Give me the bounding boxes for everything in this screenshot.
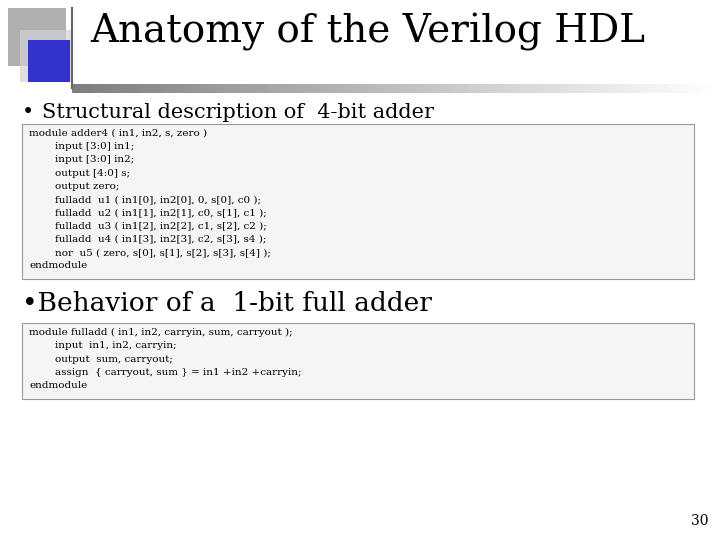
Text: assign  { carryout, sum } = in1 +in2 +carryin;: assign { carryout, sum } = in1 +in2 +car… (29, 368, 302, 377)
Text: module adder4 ( in1, in2, s, zero ): module adder4 ( in1, in2, s, zero ) (29, 129, 207, 138)
Text: input [3:0] in1;: input [3:0] in1; (29, 142, 134, 151)
Text: fulladd  u4 ( in1[3], in2[3], c2, s[3], s4 );: fulladd u4 ( in1[3], in2[3], c2, s[3], s… (29, 234, 266, 244)
Text: output  sum, carryout;: output sum, carryout; (29, 355, 173, 363)
Text: module fulladd ( in1, in2, carryin, sum, carryout );: module fulladd ( in1, in2, carryin, sum,… (29, 328, 292, 338)
Bar (28, 40, 70, 82)
Bar (20, 30, 72, 82)
Text: •: • (22, 103, 35, 122)
Text: endmodule: endmodule (29, 381, 87, 390)
Text: output [4:0] s;: output [4:0] s; (29, 168, 130, 178)
Text: endmodule: endmodule (29, 261, 87, 270)
Text: output zero;: output zero; (29, 182, 120, 191)
Text: 30: 30 (690, 514, 708, 528)
Text: input [3:0] in2;: input [3:0] in2; (29, 156, 134, 164)
FancyBboxPatch shape (22, 124, 694, 279)
Text: fulladd  u1 ( in1[0], in2[0], 0, s[0], c0 );: fulladd u1 ( in1[0], in2[0], 0, s[0], c0… (29, 195, 261, 204)
Text: Anatomy of the Verilog HDL: Anatomy of the Verilog HDL (90, 13, 645, 51)
Text: nor  u5 ( zero, s[0], s[1], s[2], s[3], s[4] );: nor u5 ( zero, s[0], s[1], s[2], s[3], s… (29, 248, 271, 257)
Text: fulladd  u3 ( in1[2], in2[2], c1, s[2], c2 );: fulladd u3 ( in1[2], in2[2], c1, s[2], c… (29, 221, 266, 231)
Bar (8, 8, 66, 66)
FancyBboxPatch shape (22, 323, 694, 399)
Text: fulladd  u2 ( in1[1], in2[1], c0, s[1], c1 );: fulladd u2 ( in1[1], in2[1], c0, s[1], c… (29, 208, 266, 217)
Text: input  in1, in2, carryin;: input in1, in2, carryin; (29, 341, 176, 350)
Text: •Behavior of a  1-bit full adder: •Behavior of a 1-bit full adder (22, 291, 432, 316)
Text: Structural description of  4-bit adder: Structural description of 4-bit adder (42, 103, 434, 122)
